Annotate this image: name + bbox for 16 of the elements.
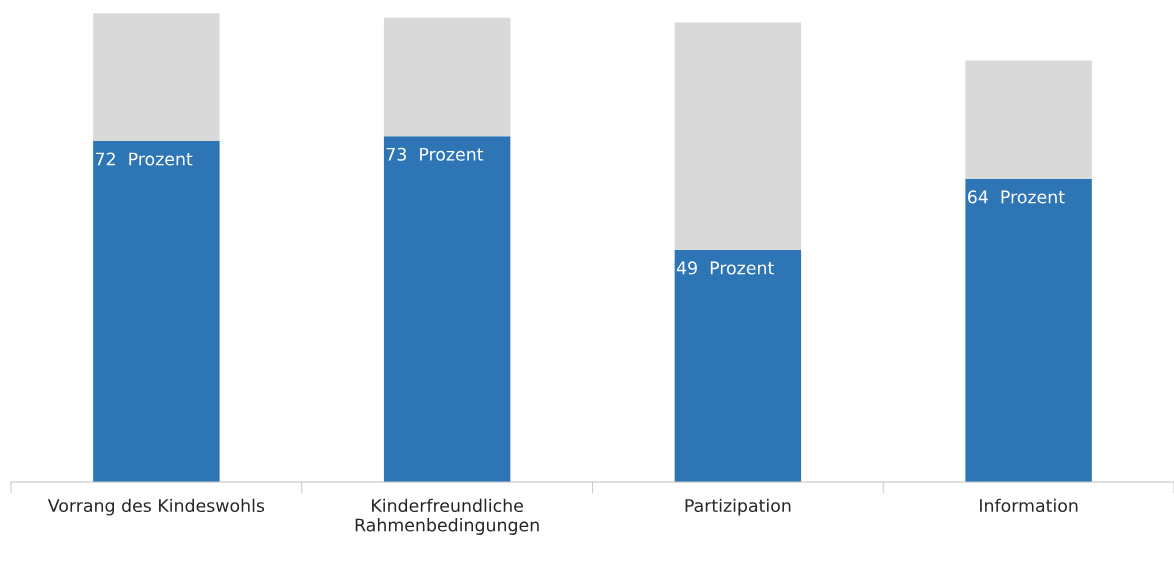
data-label: 64 Prozent (967, 190, 1065, 204)
data-label: 72 Prozent (95, 152, 193, 166)
bar (93, 141, 220, 482)
bar (383, 136, 511, 482)
data-label: 49 Prozent (676, 261, 774, 275)
x-tick-label: Kinderfreundliche Rahmenbedingungen (355, 498, 539, 535)
x-tick-label: Partizipation (685, 498, 791, 516)
bar (674, 249, 802, 482)
bar (965, 178, 1092, 482)
bar (93, 13, 220, 141)
x-tick-label: Vorrang des Kindeswohls (47, 498, 265, 516)
bar (383, 17, 511, 137)
data-label: 73 Prozent (386, 147, 484, 161)
bar (965, 60, 1092, 179)
x-tick-label: Information (980, 498, 1078, 513)
bar (674, 22, 802, 250)
